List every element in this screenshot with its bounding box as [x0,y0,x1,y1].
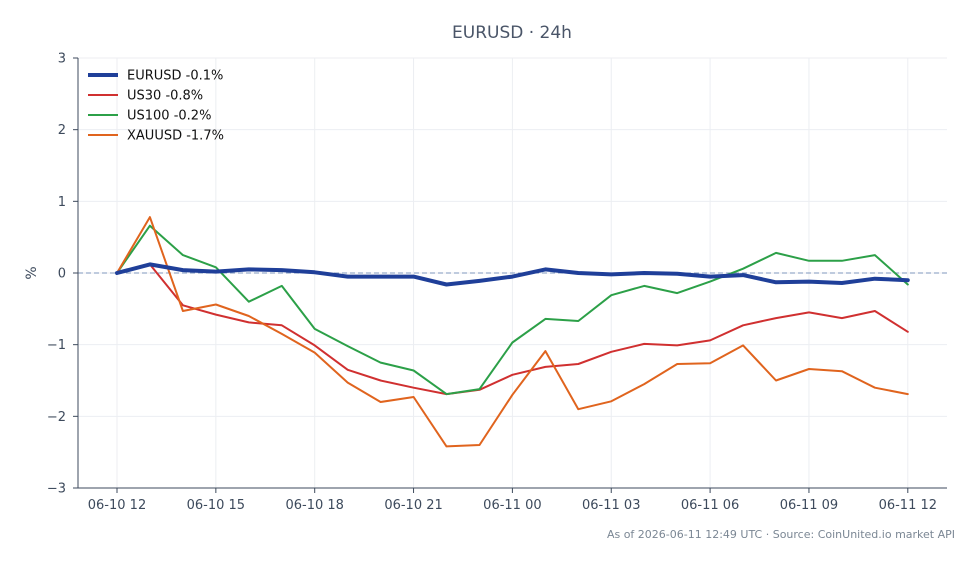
legend-label-us100: US100 -0.2% [127,109,211,124]
chart-title: EURUSD · 24h [452,23,572,43]
x-tick-label: 06-10 21 [384,498,442,513]
footer-source-note: As of 2026-06-11 12:49 UTC · Source: Coi… [607,528,955,541]
series-line-eurusd [115,262,910,287]
x-tick-label: 06-10 18 [285,498,343,513]
y-axis-title: % [24,266,40,279]
legend: EURUSD -0.1% US30 -0.8% US100 -0.2% XAUUSD … [88,69,224,144]
y-tick-label: −3 [47,482,66,497]
x-tick-label: 06-10 12 [88,498,146,513]
y-tick-label: −2 [47,410,66,425]
series-line-xauusd [116,216,909,448]
x-tick-label: 06-10 15 [187,498,245,513]
legend-label-eurusd: EURUSD -0.1% [127,69,223,84]
x-tick-label: 06-11 09 [780,498,838,513]
series-lines [115,216,910,448]
x-tick-label: 06-11 12 [879,498,937,513]
x-tick-label: 06-11 03 [582,498,640,513]
x-tick-label: 06-11 06 [681,498,739,513]
axes: 3 2 1 0 −1 −2 −3 06-10 12 06-10 15 06-10 18 06-10 … [47,52,947,513]
y-tick-label: 1 [58,195,66,210]
legend-label-xauusd: XAUUSD -1.7% [127,129,224,144]
series-line-us30 [116,263,909,396]
legend-label-us30: US30 -0.8% [127,89,203,104]
y-tick-label: −1 [47,338,66,353]
y-tick-label: 0 [58,267,66,282]
y-tick-label: 2 [58,123,66,138]
series-line-us100 [116,224,909,396]
x-tick-label: 06-11 00 [483,498,541,513]
y-tick-label: 3 [58,52,66,67]
